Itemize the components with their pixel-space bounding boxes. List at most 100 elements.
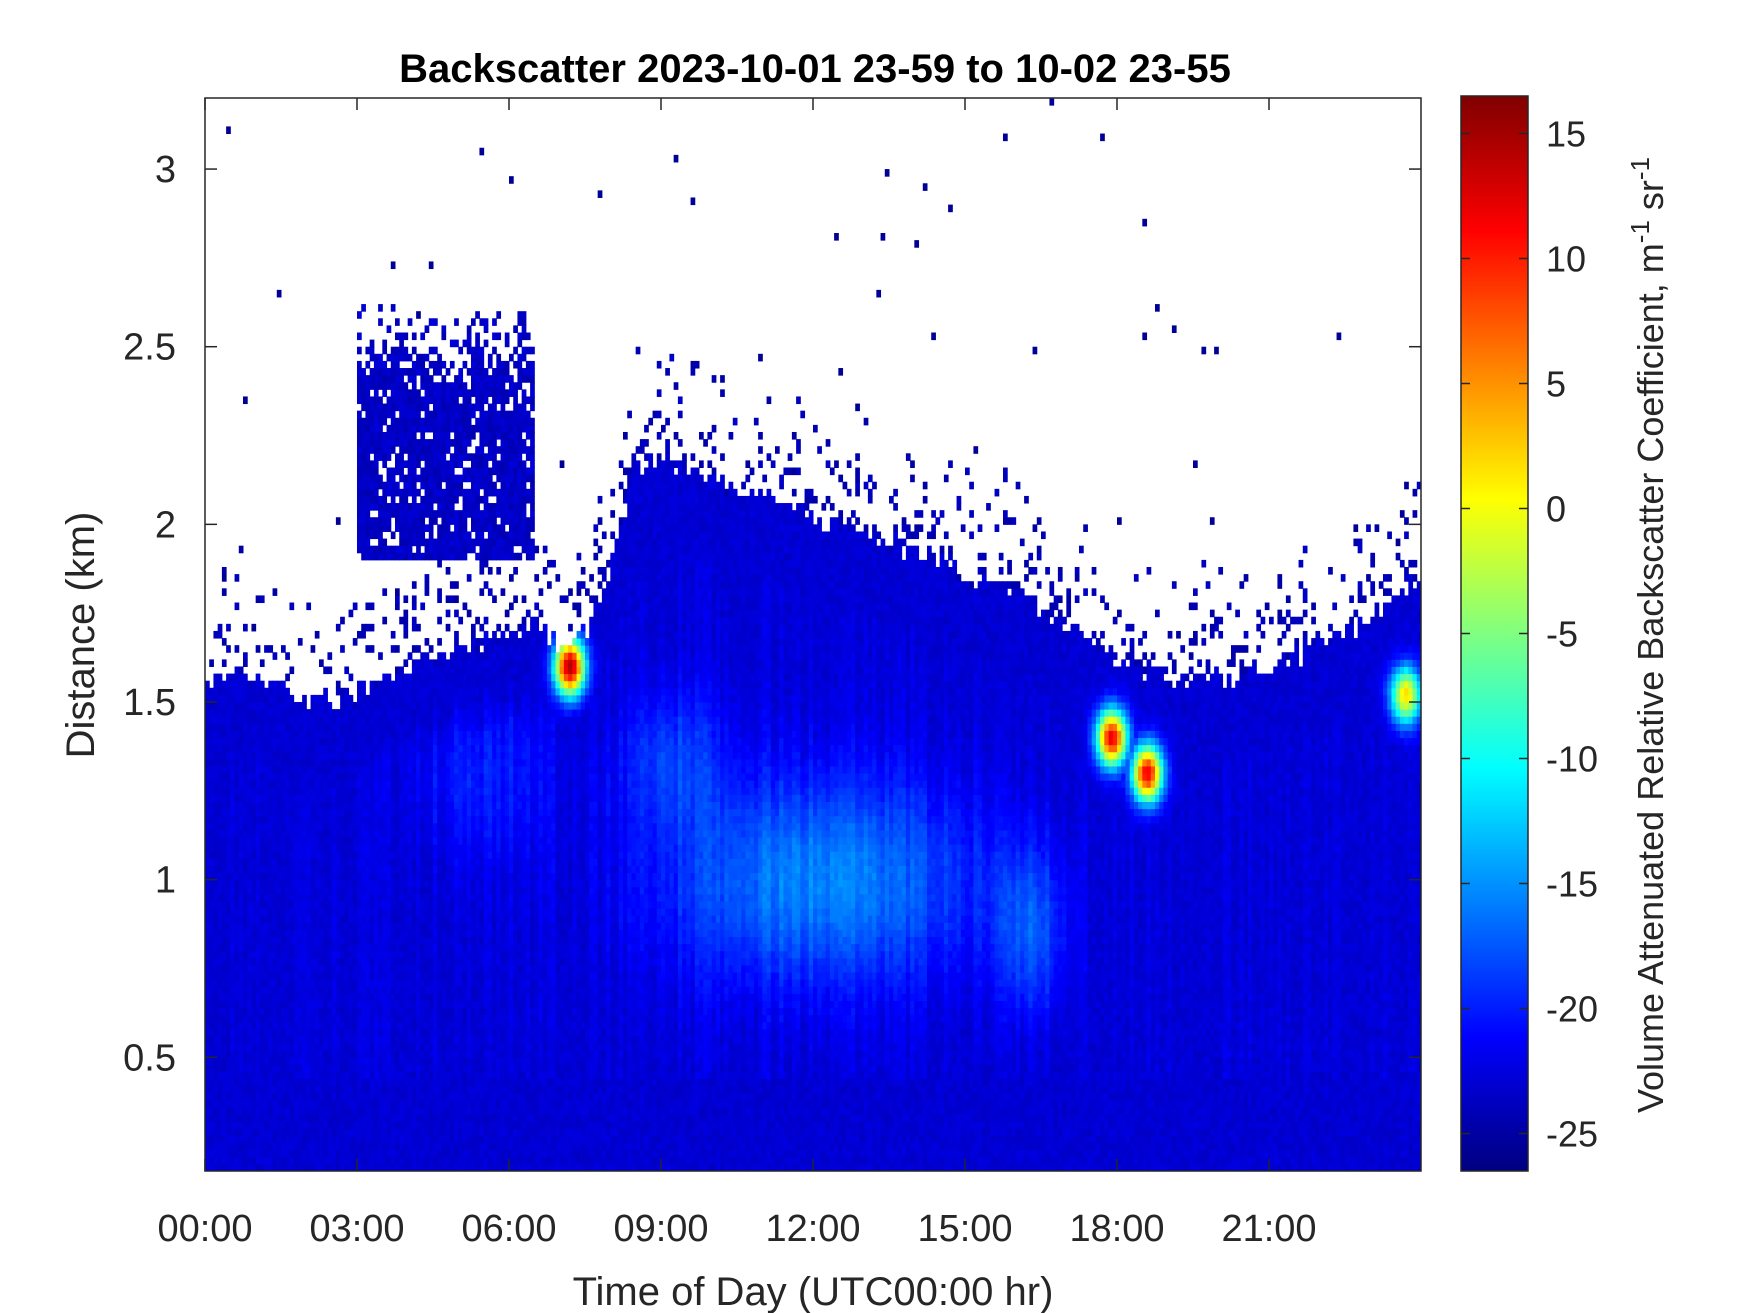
heatmap-cell <box>390 1043 396 1051</box>
heatmap-cell <box>213 993 219 1001</box>
heatmap-cell <box>373 723 379 731</box>
heatmap-cell <box>319 872 324 881</box>
heatmap-cell <box>411 851 417 859</box>
heatmap-cell <box>268 993 274 1001</box>
heatmap-cell <box>276 1000 282 1009</box>
heatmap-cell <box>209 936 214 945</box>
heatmap-cell <box>217 687 223 696</box>
heatmap-cell <box>221 922 227 930</box>
heatmap-cell <box>449 659 455 667</box>
heatmap-cell <box>373 680 379 689</box>
heatmap-cell <box>411 702 417 710</box>
heatmap-cell <box>378 1000 383 1009</box>
heatmap-cell <box>259 1092 265 1101</box>
heatmap-cell <box>411 1142 417 1151</box>
heatmap-cell <box>268 865 274 874</box>
heatmap-cell <box>386 403 392 412</box>
heatmap-cell <box>268 1107 274 1115</box>
heatmap-cell <box>251 730 257 739</box>
heatmap-cell <box>230 929 236 938</box>
heatmap-cell <box>238 1007 244 1016</box>
heatmap-cell <box>243 822 248 831</box>
heatmap-cell <box>395 375 400 383</box>
heatmap-cell <box>344 936 350 945</box>
heatmap-cell <box>230 702 236 710</box>
heatmap-cell <box>281 851 286 859</box>
heatmap-cell <box>428 439 434 447</box>
heatmap-cell <box>437 417 442 426</box>
heatmap-cell <box>302 844 307 852</box>
heatmap-cell <box>407 879 413 888</box>
heatmap-cell <box>373 1007 379 1016</box>
heatmap-cell <box>310 751 316 760</box>
heatmap-cell <box>221 780 227 788</box>
heatmap-cell <box>213 680 219 689</box>
heatmap-cell <box>407 1135 413 1144</box>
heatmap-cell <box>407 780 413 788</box>
heatmap-cell <box>285 1121 290 1129</box>
heatmap-cell <box>285 950 290 959</box>
heatmap-cell <box>243 709 248 717</box>
heatmap-cell <box>428 972 434 980</box>
heatmap-cell <box>378 304 383 312</box>
heatmap-cell <box>416 872 421 881</box>
heatmap-cell <box>340 972 345 980</box>
heatmap-cell <box>445 609 451 618</box>
heatmap-cell <box>441 446 447 454</box>
heatmap-cell <box>365 1050 371 1058</box>
heatmap-cell <box>259 1028 265 1037</box>
heatmap-cell <box>285 915 290 923</box>
heatmap-cell <box>407 837 413 845</box>
heatmap-cell <box>433 382 438 390</box>
heatmap-cell <box>411 879 417 888</box>
heatmap-cell <box>209 950 214 959</box>
heatmap-cell <box>272 1071 278 1080</box>
heatmap-cell <box>357 908 362 916</box>
heatmap-cell <box>386 1021 392 1030</box>
heatmap-cell <box>433 659 438 667</box>
heatmap-cell <box>454 964 459 973</box>
heatmap-cell <box>386 353 392 362</box>
heatmap-cell <box>416 694 421 703</box>
heatmap-cell <box>251 872 257 881</box>
heatmap-cell <box>445 808 451 817</box>
heatmap-cell <box>319 858 324 866</box>
heatmap-cell <box>348 964 354 973</box>
heatmap-cell <box>289 1057 295 1065</box>
heatmap-cell <box>323 950 328 959</box>
heatmap-cell <box>445 964 451 973</box>
heatmap-cell <box>213 900 219 909</box>
heatmap-cell <box>209 964 214 973</box>
heatmap-cell <box>276 1149 282 1158</box>
heatmap-cell <box>209 986 214 994</box>
heatmap-cell <box>365 1121 371 1129</box>
heatmap-cell <box>213 872 219 881</box>
heatmap-cell <box>424 495 430 504</box>
heatmap-cell <box>289 993 295 1001</box>
heatmap-cell <box>361 730 366 739</box>
heatmap-cell <box>407 439 413 447</box>
heatmap-cell <box>361 538 366 547</box>
heatmap-cell <box>416 687 421 696</box>
heatmap-cell <box>230 1142 236 1151</box>
heatmap-cell <box>416 922 421 930</box>
heatmap-cell <box>217 972 223 980</box>
heatmap-cell <box>226 957 231 966</box>
heatmap-cell <box>407 723 413 731</box>
heatmap-cell <box>205 716 210 724</box>
heatmap-cell <box>357 1149 362 1158</box>
heatmap-cell <box>348 858 354 866</box>
heatmap-cell <box>407 488 413 497</box>
heatmap-cell <box>243 680 248 689</box>
heatmap-cell <box>441 424 447 433</box>
heatmap-cell <box>251 716 257 724</box>
heatmap-cell <box>424 552 430 561</box>
heatmap-cell <box>365 417 371 426</box>
heatmap-cell <box>357 702 362 710</box>
heatmap-cell <box>449 801 455 810</box>
heatmap-cell <box>348 1071 354 1080</box>
heatmap-cell <box>255 1071 261 1080</box>
heatmap-cell <box>411 680 417 689</box>
heatmap-cell <box>331 1099 337 1108</box>
heatmap-cell <box>213 1071 219 1080</box>
